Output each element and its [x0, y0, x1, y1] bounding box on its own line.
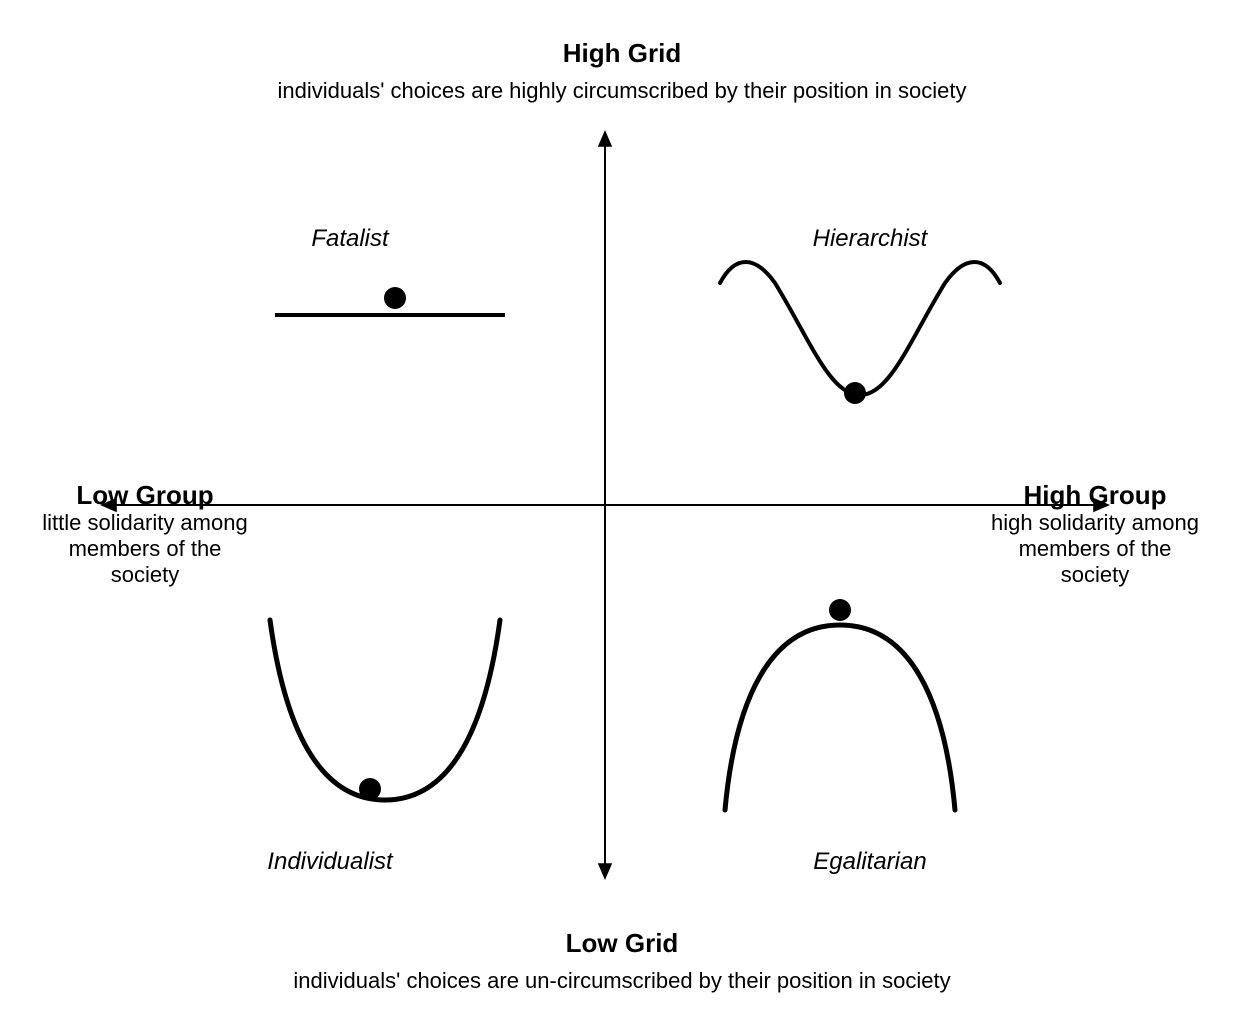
egalitarian-curve [725, 625, 955, 810]
arrow-up-icon [598, 130, 612, 147]
individualist-curve [270, 620, 500, 800]
arrow-down-icon [598, 863, 612, 880]
diagram-canvas: High Grid individuals' choices are highl… [0, 0, 1244, 1020]
individualist-ball-icon [359, 778, 381, 800]
arrow-right-icon [1093, 498, 1110, 512]
egalitarian-ball-icon [829, 599, 851, 621]
hierarchist-curve [720, 262, 1000, 395]
hierarchist-ball-icon [844, 382, 866, 404]
arrow-left-icon [100, 498, 117, 512]
fatalist-ball-icon [384, 287, 406, 309]
diagram-svg [0, 0, 1244, 1020]
